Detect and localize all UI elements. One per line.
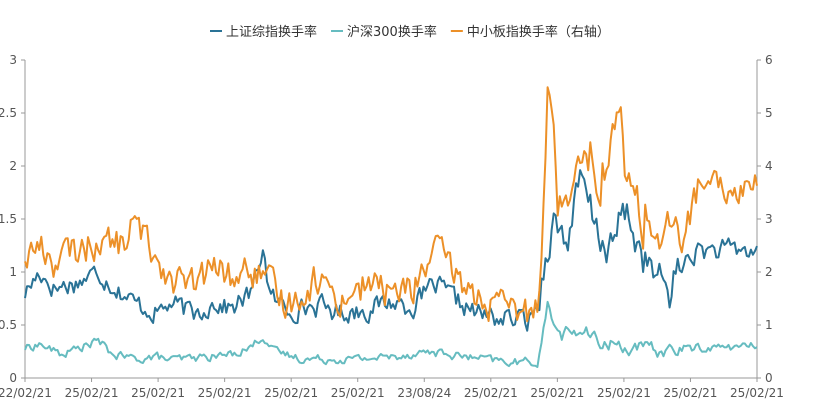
right-tick-label: 3 [765, 212, 773, 226]
right-tick-label: 1 [765, 318, 773, 332]
right-tick-label: 2 [765, 265, 773, 279]
right-tick-label: 4 [765, 159, 773, 173]
right-tick-label: 5 [765, 106, 773, 120]
legend-label-2: 沪深300换手率 [347, 24, 437, 40]
series-layer [24, 86, 758, 368]
x-tick-label: 25/02/21 [664, 386, 718, 400]
x-tick-label: 25/02/21 [597, 386, 651, 400]
x-tick-label: 25/02/21 [264, 386, 318, 400]
axes: 0 0.5 1 1.5 2 2.5 3 0 1 2 3 4 5 6 22/02/21 25/02/21 25/0… [0, 53, 784, 400]
left-tick-label: 2 [9, 159, 17, 173]
left-tick-label: 0 [9, 371, 17, 385]
series-line-1 [24, 169, 758, 332]
x-tick-label: 25/02/21 [198, 386, 252, 400]
x-tick-label: 25/02/21 [464, 386, 518, 400]
right-tick-label: 0 [765, 371, 773, 385]
left-tick-label: 0.5 [0, 318, 17, 332]
x-tick-label: 25/02/21 [530, 386, 584, 400]
left-tick-label: 2.5 [0, 106, 17, 120]
left-tick-label: 3 [9, 53, 17, 67]
x-tick-label: 25/02/21 [65, 386, 119, 400]
x-tick-label: 25/02/21 [730, 386, 784, 400]
left-tick-label: 1 [9, 265, 17, 279]
x-tick-label: 22/02/21 [0, 386, 52, 400]
legend-label-3: 中小板指换手率（右轴） [467, 24, 610, 40]
legend-label-1: 上证综指换手率 [226, 24, 317, 40]
x-tick-label: 23/08/24 [397, 386, 451, 400]
x-tick-label: 25/02/21 [131, 386, 185, 400]
legend: 上证综指换手率 沪深300换手率 中小板指换手率（右轴） [210, 24, 610, 40]
left-tick-label: 1.5 [0, 212, 17, 226]
series-line-3 [24, 86, 758, 323]
right-tick-label: 6 [765, 53, 773, 67]
series-line-2 [24, 300, 758, 368]
x-tick-label: 25/02/21 [331, 386, 385, 400]
